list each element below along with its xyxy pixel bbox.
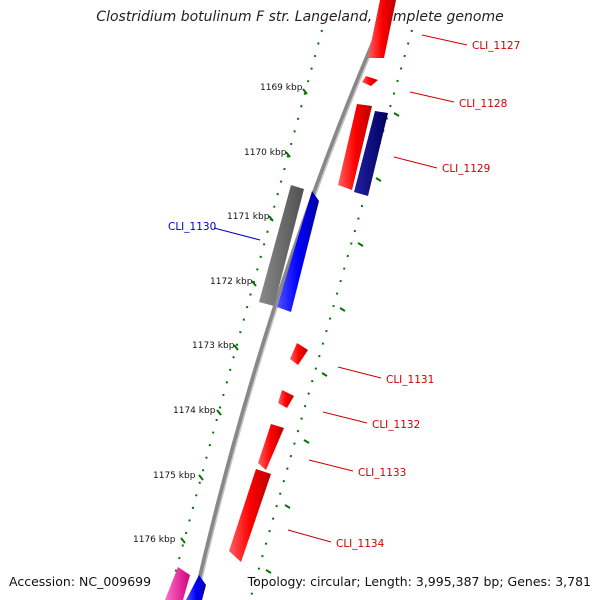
gene-cli-1127[interactable] (368, 0, 396, 58)
tick-1175: 1175 kbp (153, 471, 204, 481)
topology-summary: Topology: circular; Length: 3,995,387 bp… (247, 574, 591, 589)
label-text-cli-1129: CLI_1129 (442, 163, 490, 175)
label-cli-1133: CLI_1133 (308, 459, 406, 479)
tick-1174: 1174 kbp (173, 406, 222, 416)
label-cli-1127: CLI_1127 (421, 34, 520, 52)
label-cli-1130: CLI_1130 (168, 221, 261, 241)
tick-label-1170: 1170 kbp (244, 148, 287, 158)
label-cli-1131: CLI_1131 (337, 366, 434, 386)
label-cli-1132: CLI_1132 (322, 411, 420, 431)
label-text-cli-1127: CLI_1127 (472, 40, 520, 52)
tick-label-1176: 1176 kbp (133, 535, 176, 545)
tick-1170: 1170 kbp (244, 148, 291, 158)
label-text-cli-1134: CLI_1134 (336, 538, 385, 550)
gene-cli-1133[interactable] (258, 424, 284, 470)
tick-label-1173: 1173 kbp (192, 341, 235, 351)
label-cli-1134: CLI_1134 (287, 529, 385, 550)
label-text-cli-1132: CLI_1132 (372, 419, 420, 431)
tick-label-1174: 1174 kbp (173, 406, 216, 416)
gene-cli-1129[interactable] (338, 104, 372, 190)
label-text-cli-1128: CLI_1128 (459, 98, 507, 110)
label-cli-1129: CLI_1129 (393, 156, 490, 175)
label-cli-1128: CLI_1128 (409, 91, 507, 110)
gene-cli-1130[interactable] (277, 191, 319, 312)
tick-1172: 1172 kbp (210, 277, 257, 287)
label-text-cli-1131: CLI_1131 (386, 374, 434, 386)
gene-cli-1131[interactable] (290, 343, 308, 365)
tick-label-1175: 1175 kbp (153, 471, 196, 481)
tick-1173: 1173 kbp (192, 341, 239, 351)
label-text-cli-1133: CLI_1133 (358, 467, 406, 479)
gene-bottom-magenta[interactable] (165, 567, 190, 600)
tick-label-1171: 1171 kbp (227, 212, 270, 222)
gene-cli-1130-gray[interactable] (259, 185, 304, 306)
accession-text: Accession: NC_009699 (9, 574, 152, 589)
gene-cli-1129-partner[interactable] (354, 111, 388, 196)
tick-1169: 1169 kbp (260, 83, 308, 95)
gene-bottom-blue[interactable] (186, 575, 206, 600)
tick-1176: 1176 kbp (133, 535, 186, 545)
tick-label-1172: 1172 kbp (210, 277, 253, 287)
map-title: Clostridium botulinum F str. Langeland, … (96, 9, 504, 25)
tick-1171: 1171 kbp (227, 212, 274, 222)
tick-label-1169: 1169 kbp (260, 83, 303, 93)
gene-cli-1128[interactable] (362, 76, 378, 86)
genome-backbone (192, 0, 395, 600)
gene-cli-1134[interactable] (229, 469, 271, 562)
gene-cli-1132[interactable] (278, 390, 294, 408)
label-text-cli-1130: CLI_1130 (168, 221, 216, 233)
outer-ticks (265, 112, 400, 574)
